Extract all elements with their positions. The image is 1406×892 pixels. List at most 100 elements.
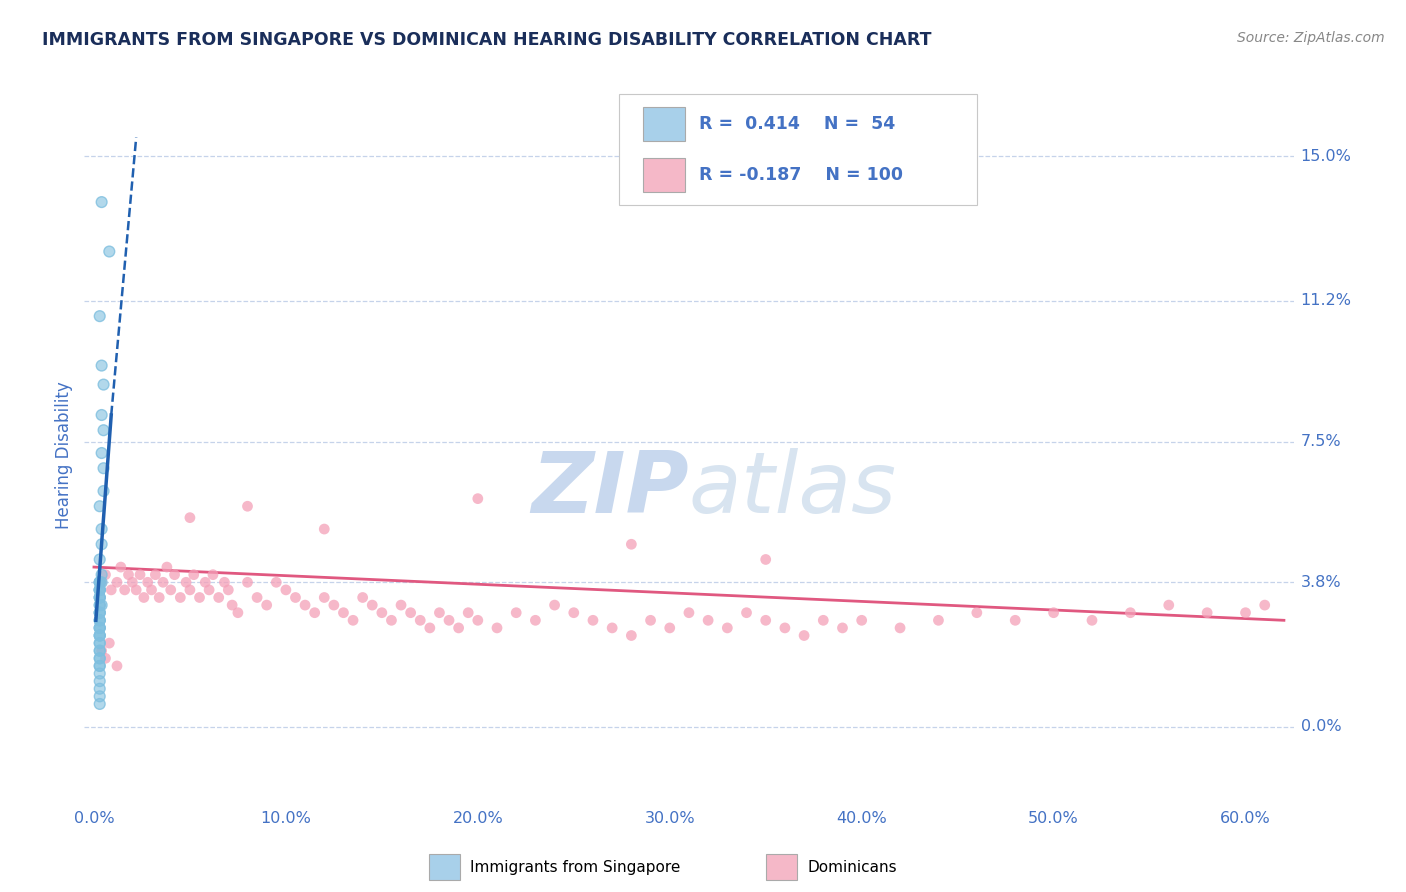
Point: [93, 423, 115, 437]
Point: [98, 244, 121, 259]
Point: [485, 621, 508, 635]
Point: [89, 690, 111, 704]
Point: [89, 636, 111, 650]
Point: [89, 697, 111, 711]
Point: [89, 575, 111, 590]
Point: [89, 591, 111, 605]
Point: [93, 423, 115, 437]
Point: [735, 606, 758, 620]
Point: [90, 446, 112, 460]
Point: [125, 582, 148, 597]
Point: [163, 567, 186, 582]
Point: [89, 681, 111, 696]
Text: 0.0%: 0.0%: [1301, 719, 1341, 734]
Point: [89, 651, 111, 665]
Point: [89, 697, 111, 711]
Point: [89, 582, 111, 597]
Point: [89, 552, 111, 566]
Point: [399, 606, 422, 620]
Point: [89, 674, 111, 689]
Point: [89, 606, 111, 620]
Point: [90, 567, 112, 582]
Point: [89, 606, 111, 620]
Point: [89, 644, 111, 658]
Point: [89, 621, 111, 635]
Point: [89, 591, 111, 605]
Point: [246, 591, 269, 605]
Point: [89, 591, 111, 605]
Point: [94, 651, 117, 665]
Point: [755, 552, 778, 566]
Point: [98, 636, 121, 650]
Point: [90, 522, 112, 536]
Point: [89, 659, 111, 673]
Point: [562, 606, 585, 620]
Point: [159, 582, 181, 597]
Point: [437, 613, 460, 627]
Point: [89, 674, 111, 689]
Point: [90, 567, 112, 582]
Point: [90, 537, 112, 551]
Point: [132, 591, 155, 605]
Point: [89, 628, 111, 642]
Point: [371, 606, 394, 620]
Point: [813, 613, 835, 627]
Point: [89, 651, 111, 665]
Point: [678, 606, 700, 620]
Point: [697, 613, 720, 627]
Point: [314, 591, 336, 605]
Point: [136, 575, 159, 590]
Point: [304, 606, 326, 620]
Point: [198, 582, 221, 597]
Point: [90, 598, 112, 612]
Point: [89, 621, 111, 635]
Point: [89, 628, 111, 642]
Point: [314, 522, 336, 536]
Point: [389, 598, 412, 612]
Point: [966, 606, 988, 620]
Point: [93, 483, 115, 498]
Point: [152, 575, 174, 590]
Point: [447, 621, 470, 635]
Point: [110, 560, 132, 574]
Point: [89, 636, 111, 650]
Text: 11.2%: 11.2%: [1301, 293, 1351, 309]
Point: [889, 621, 911, 635]
Point: [174, 575, 197, 590]
Point: [352, 591, 374, 605]
Point: [89, 613, 111, 627]
Point: [89, 582, 111, 597]
Point: [90, 522, 112, 536]
Point: [226, 606, 249, 620]
Point: [1081, 613, 1104, 627]
Point: [467, 491, 489, 506]
Point: [89, 591, 111, 605]
Point: [429, 606, 451, 620]
Point: [89, 582, 111, 597]
Point: [214, 575, 236, 590]
Point: [831, 621, 853, 635]
Point: [89, 309, 111, 323]
Point: [129, 567, 152, 582]
Point: [89, 500, 111, 514]
Point: [90, 408, 112, 422]
Point: [361, 598, 384, 612]
Point: [256, 598, 278, 612]
Point: [89, 659, 111, 673]
Point: [89, 644, 111, 658]
Point: [89, 598, 111, 612]
Point: [89, 644, 111, 658]
Point: [169, 591, 191, 605]
Text: 3.8%: 3.8%: [1301, 574, 1341, 590]
Point: [274, 582, 297, 597]
Point: [90, 195, 112, 210]
Point: [89, 621, 111, 635]
Point: [89, 606, 111, 620]
Point: [179, 510, 201, 524]
Point: [89, 659, 111, 673]
Point: [89, 613, 111, 627]
Point: [188, 591, 211, 605]
Point: [89, 582, 111, 597]
Point: [89, 575, 111, 590]
Text: 7.5%: 7.5%: [1301, 434, 1341, 449]
